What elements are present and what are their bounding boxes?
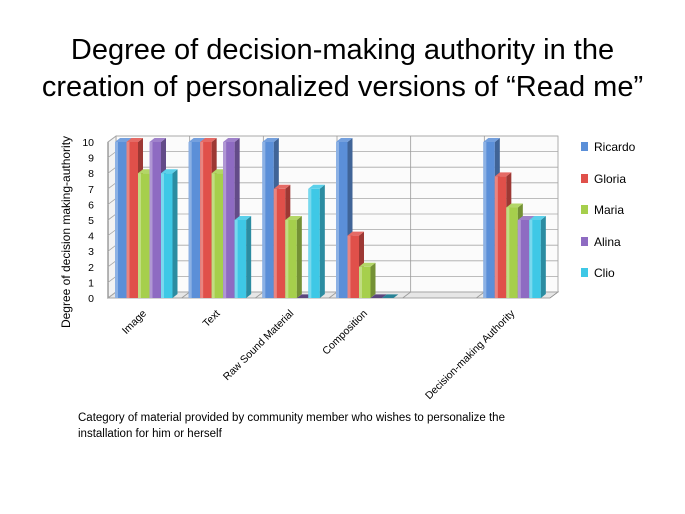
legend-label: Ricardo [594, 140, 636, 154]
y-tick-label: 10 [82, 137, 94, 149]
bar [234, 216, 252, 298]
y-tick-label: 8 [88, 168, 94, 180]
y-tick-label: 9 [88, 153, 94, 165]
bar [382, 294, 399, 298]
legend-item: Maria [581, 201, 681, 233]
slide-title-line-1: Degree of decision-making authority in t… [70, 34, 615, 66]
legend-label: Maria [594, 203, 625, 217]
y-tick-label: 3 [88, 246, 94, 258]
category-separator [402, 136, 412, 299]
legend-item: Alina [581, 233, 681, 265]
legend-swatch [581, 142, 588, 151]
chart-bars [115, 138, 546, 298]
slide-title: Degree of decision-making authority in t… [0, 32, 685, 106]
y-tick-label: 5 [88, 215, 94, 227]
legend-swatch [581, 236, 588, 246]
y-axis-ticks: 0 1 2 3 4 5 6 7 8 9 10 [82, 137, 94, 305]
y-tick-label: 6 [88, 199, 94, 211]
legend-swatch [581, 173, 588, 183]
legend-item: Clio [581, 264, 681, 296]
bar [161, 169, 178, 298]
legend-swatch [581, 205, 588, 214]
x-tick-label: Image [120, 308, 149, 337]
y-tick-label: 1 [88, 277, 94, 289]
slide-title-line-2: creation of personalized versions of “Re… [41, 71, 644, 103]
y-tick-label: 4 [88, 231, 94, 243]
y-axis-label: Degree of decision making-authority [59, 136, 73, 328]
bar [308, 184, 325, 298]
y-tick-label: 0 [88, 293, 94, 305]
legend-item: Gloria [581, 170, 681, 202]
x-axis-caption: Category of material provided by communi… [78, 412, 505, 440]
legend-label: Gloria [594, 171, 627, 186]
bar [529, 216, 546, 298]
x-tick-label: Decision-making Authority [423, 307, 518, 402]
chart-legend: Ricardo Gloria Maria Alina Clio [581, 138, 681, 296]
bar [370, 294, 387, 298]
x-tick-label: Composition [320, 308, 370, 358]
bar [285, 216, 302, 298]
y-tick-label: 2 [88, 262, 94, 274]
legend-item: Ricardo [581, 138, 681, 170]
x-tick-label: Text [201, 308, 223, 330]
legend-swatch [581, 268, 588, 277]
x-tick-label: Raw Sound Material [221, 308, 296, 383]
bar [359, 262, 376, 298]
y-tick-label: 7 [88, 184, 94, 196]
legend-label: Clio [594, 266, 615, 280]
legend-label: Alina [594, 234, 621, 249]
